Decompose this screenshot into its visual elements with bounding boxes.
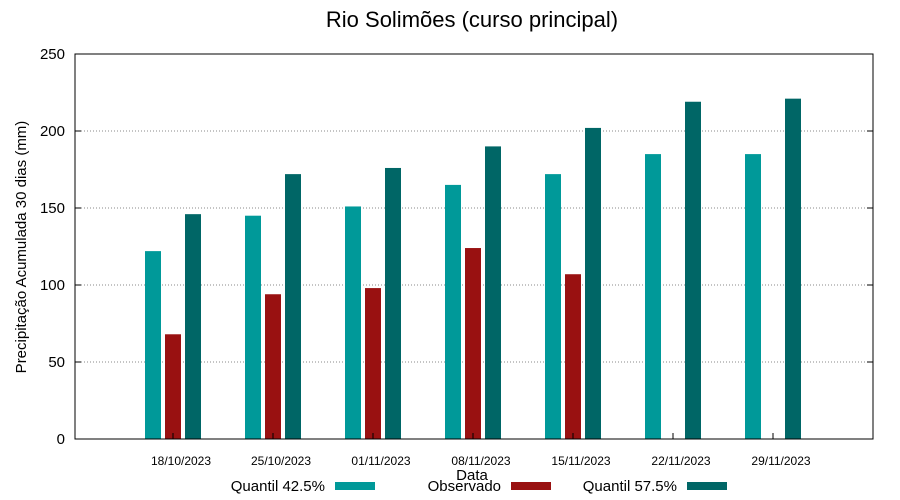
bar-quantil-42-5--0 [145,251,161,439]
x-tick-label: 25/10/2023 [251,454,311,468]
bar-observado-2 [365,288,381,439]
x-tick-label: 18/10/2023 [151,454,211,468]
bar-quantil-57-5--3 [485,146,501,439]
x-tick-label: 08/11/2023 [451,454,510,468]
bar-observado-1 [265,294,281,439]
legend-label: Observado [428,478,501,495]
bar-quantil-57-5--6 [785,98,801,439]
plot-frame [74,53,874,440]
x-tick-label: 01/11/2023 [351,454,410,468]
x-tick-label: 15/11/2023 [551,454,610,468]
bar-observado-4 [565,274,581,439]
y-tick-label: 100 [40,277,65,294]
x-tick-label: 29/11/2023 [751,454,810,468]
x-tick-label: 22/11/2023 [651,454,710,468]
bar-quantil-57-5--2 [385,167,401,439]
bar-quantil-42-5--1 [245,215,261,439]
legend-label: Quantil 57.5% [583,478,677,495]
y-tick-label: 200 [40,123,65,140]
legend-label: Quantil 42.5% [231,478,325,495]
bar-quantil-57-5--0 [185,214,201,439]
bar-quantil-42-5--2 [345,206,361,439]
bar-quantil-57-5--5 [685,101,701,440]
legend-swatch [335,482,375,490]
y-tick-label: 250 [40,46,65,63]
x-axis-label: Data [456,467,488,484]
bar-quantil-42-5--6 [745,154,761,439]
y-axis-label: Precipitação Acumulada 30 dias (mm) [13,121,30,374]
bar-quantil-42-5--5 [645,154,661,439]
y-tick-label: 50 [48,354,65,371]
chart-title: Rio Solimões (curso principal) [326,7,618,32]
legend-swatch [511,482,551,490]
y-axis-ticks: 0 50 100 150 200 250 [40,46,873,448]
legend-swatch [687,482,727,490]
bar-quantil-42-5--3 [445,184,461,439]
y-tick-label: 150 [40,200,65,217]
y-tick-label: 0 [57,431,65,448]
x-axis-ticks: 18/10/2023 25/10/2023 01/11/2023 08/11/2023… [151,433,811,468]
bars [145,98,801,440]
bar-observado-3 [465,248,481,439]
bar-quantil-57-5--4 [585,127,601,440]
legend: Quantil 42.5% Observado Quantil 57.5% [231,478,727,495]
bar-quantil-57-5--1 [285,174,301,439]
bar-observado-0 [165,334,181,439]
bar-quantil-42-5--4 [545,174,561,439]
